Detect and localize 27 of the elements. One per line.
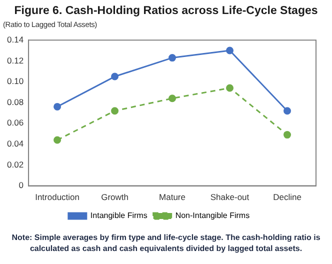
x-tick-label: Shake-out xyxy=(210,192,250,202)
point xyxy=(226,46,234,54)
y-tick-label: 0.14 xyxy=(6,34,24,44)
x-tick-label: Introduction xyxy=(35,192,80,202)
y-tick-label: 0.10 xyxy=(6,76,24,86)
point xyxy=(111,107,119,115)
legend-label: Intangible Firms xyxy=(90,211,148,220)
point xyxy=(226,84,234,92)
point xyxy=(54,136,62,144)
point xyxy=(168,54,176,62)
y-tick-label: 0.06 xyxy=(6,118,24,128)
text: Note: Simple averages by firm type and life-cycle stage. The cash-holding ratio is calculated as cash and cash equivalents divided by lagged total assets. xyxy=(10,232,322,254)
point xyxy=(168,94,176,102)
point xyxy=(284,107,292,115)
x-tick-label: Mature xyxy=(159,192,186,202)
y-tick-label: 0.08 xyxy=(6,96,24,107)
x-tick-label: Decline xyxy=(273,192,302,202)
point xyxy=(284,131,292,139)
y-tick-label: 0 xyxy=(18,180,24,190)
chart-title: Figure 6. Cash-Holding Ratios across Life-Cycle Stages xyxy=(13,5,319,19)
point xyxy=(111,72,119,80)
y-tick-label: 0.12 xyxy=(6,55,24,66)
y-tick-label: 0.04 xyxy=(6,138,24,149)
x-tick-label: Growth xyxy=(101,192,129,202)
point xyxy=(54,102,62,110)
y-tick-label: 0.02 xyxy=(6,159,24,170)
legend-label: Non-Intangible Firms xyxy=(175,211,250,220)
